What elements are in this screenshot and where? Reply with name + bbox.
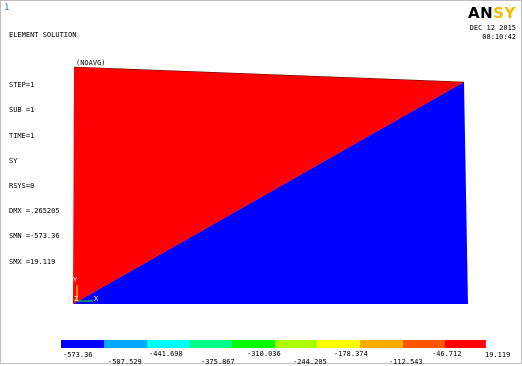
triad-x-label: X bbox=[94, 295, 99, 303]
info-line: RSYS=0 bbox=[9, 182, 35, 191]
info-line: TIME=1 bbox=[9, 131, 35, 140]
legend-label: -112.543 bbox=[389, 358, 423, 366]
logo-accent: SY bbox=[493, 4, 516, 22]
averaging-tag: (NOAVG) bbox=[76, 59, 106, 67]
datetime: DEC 12 2015 08:10:42 bbox=[470, 24, 516, 41]
legend-swatch bbox=[147, 340, 190, 348]
info-line: SMN =-573.36 bbox=[9, 232, 60, 241]
info-line: DMX =.265205 bbox=[9, 207, 60, 216]
info-line: SMX =19.119 bbox=[9, 257, 56, 266]
triad-z-label: Z bbox=[74, 295, 79, 303]
model-red-region bbox=[73, 67, 464, 304]
info-line: STEP=1 bbox=[9, 81, 35, 90]
legend-label: -441.698 bbox=[149, 350, 183, 358]
logo-main: AN bbox=[468, 4, 494, 22]
info-line: ELEMENT SOLUTION bbox=[9, 30, 77, 39]
legend-label: -46.712 bbox=[432, 350, 462, 358]
model-blue-region bbox=[73, 82, 468, 304]
time-label: 08:10:42 bbox=[482, 32, 516, 41]
legend-swatch bbox=[275, 340, 318, 348]
info-line: SY bbox=[9, 156, 18, 165]
info-line: SUB =1 bbox=[9, 106, 35, 115]
date-label: DEC 12 2015 bbox=[469, 24, 516, 32]
legend-swatch bbox=[61, 340, 105, 348]
legend-label: -375.867 bbox=[201, 358, 235, 366]
solution-info: ELEMENT SOLUTION STEP=1 SUB =1 TIME=1 SY… bbox=[9, 14, 76, 283]
window-number: 1 bbox=[4, 3, 10, 13]
ansys-logo: ANSY bbox=[468, 4, 516, 22]
legend-swatch bbox=[403, 340, 446, 348]
legend-label: -244.205 bbox=[293, 358, 327, 366]
legend-swatch bbox=[317, 340, 361, 348]
legend-label: 19.119 bbox=[485, 351, 511, 359]
legend-label: -507.529 bbox=[108, 358, 142, 366]
legend-label: -178.374 bbox=[334, 350, 368, 358]
model-edge bbox=[73, 66, 465, 83]
legend-label: -573.36 bbox=[63, 351, 93, 359]
legend-swatch bbox=[232, 340, 276, 348]
legend-label: -310.036 bbox=[247, 350, 281, 358]
legend-swatch bbox=[104, 340, 148, 348]
triad-y-label: Y bbox=[73, 276, 78, 284]
legend-swatch bbox=[189, 340, 233, 348]
coordinate-triad bbox=[76, 285, 93, 302]
legend-swatch bbox=[360, 340, 404, 348]
legend-swatch bbox=[445, 340, 486, 348]
